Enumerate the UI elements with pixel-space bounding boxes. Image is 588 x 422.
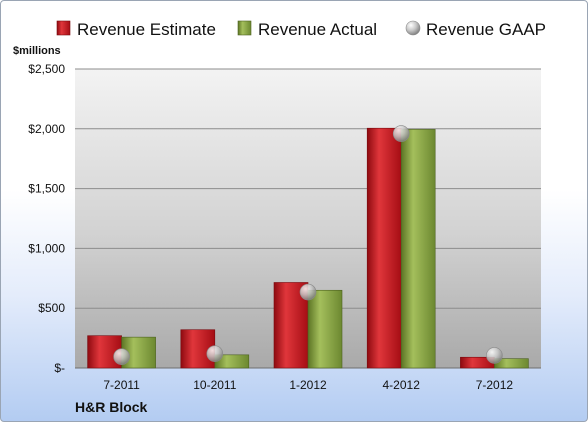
x-tick-label: 1-2012	[289, 378, 327, 392]
legend-label: Revenue GAAP	[426, 20, 546, 39]
bar-revenue-estimate	[366, 127, 402, 369]
legend-swatch	[405, 20, 421, 36]
y-axis-ticks: $- $500 $1,000 $1,500 $2,000 $2,500	[28, 62, 65, 375]
bar-revenue-actual	[400, 129, 436, 369]
x-tick-label: 7-2012	[476, 378, 514, 392]
marker-revenue-gaap	[392, 125, 410, 142]
gaap-markers	[113, 125, 503, 365]
marker-revenue-gaap	[113, 348, 130, 365]
y-unit-label: $millions	[13, 45, 61, 57]
y-tick-label: $1,000	[28, 241, 65, 255]
x-tick-label: 4-2012	[383, 378, 421, 392]
company-name: H&R Block	[75, 399, 148, 415]
marker-revenue-gaap	[299, 283, 317, 301]
y-tick-label: $1,500	[28, 182, 65, 196]
legend-swatch	[237, 20, 252, 36]
bar-revenue-actual	[307, 289, 343, 369]
legend-label: Revenue Actual	[258, 20, 377, 39]
y-tick-label: $2,500	[28, 62, 65, 76]
marker-revenue-gaap	[486, 347, 503, 364]
y-tick-label: $2,000	[28, 122, 65, 136]
legend-swatch	[56, 20, 71, 36]
legend: Revenue Estimate Revenue Actual Revenue GA…	[56, 20, 546, 39]
y-tick-label: $500	[38, 301, 65, 315]
x-axis-ticks: 7-2011 10-2011 1-2012 4-2012 7-2012	[103, 378, 513, 392]
y-tick-label: $-	[54, 361, 65, 375]
x-tick-label: 10-2011	[193, 378, 236, 392]
x-tick-label: 7-2011	[103, 378, 140, 392]
marker-revenue-gaap	[206, 345, 224, 362]
legend-label: Revenue Estimate	[77, 20, 216, 39]
